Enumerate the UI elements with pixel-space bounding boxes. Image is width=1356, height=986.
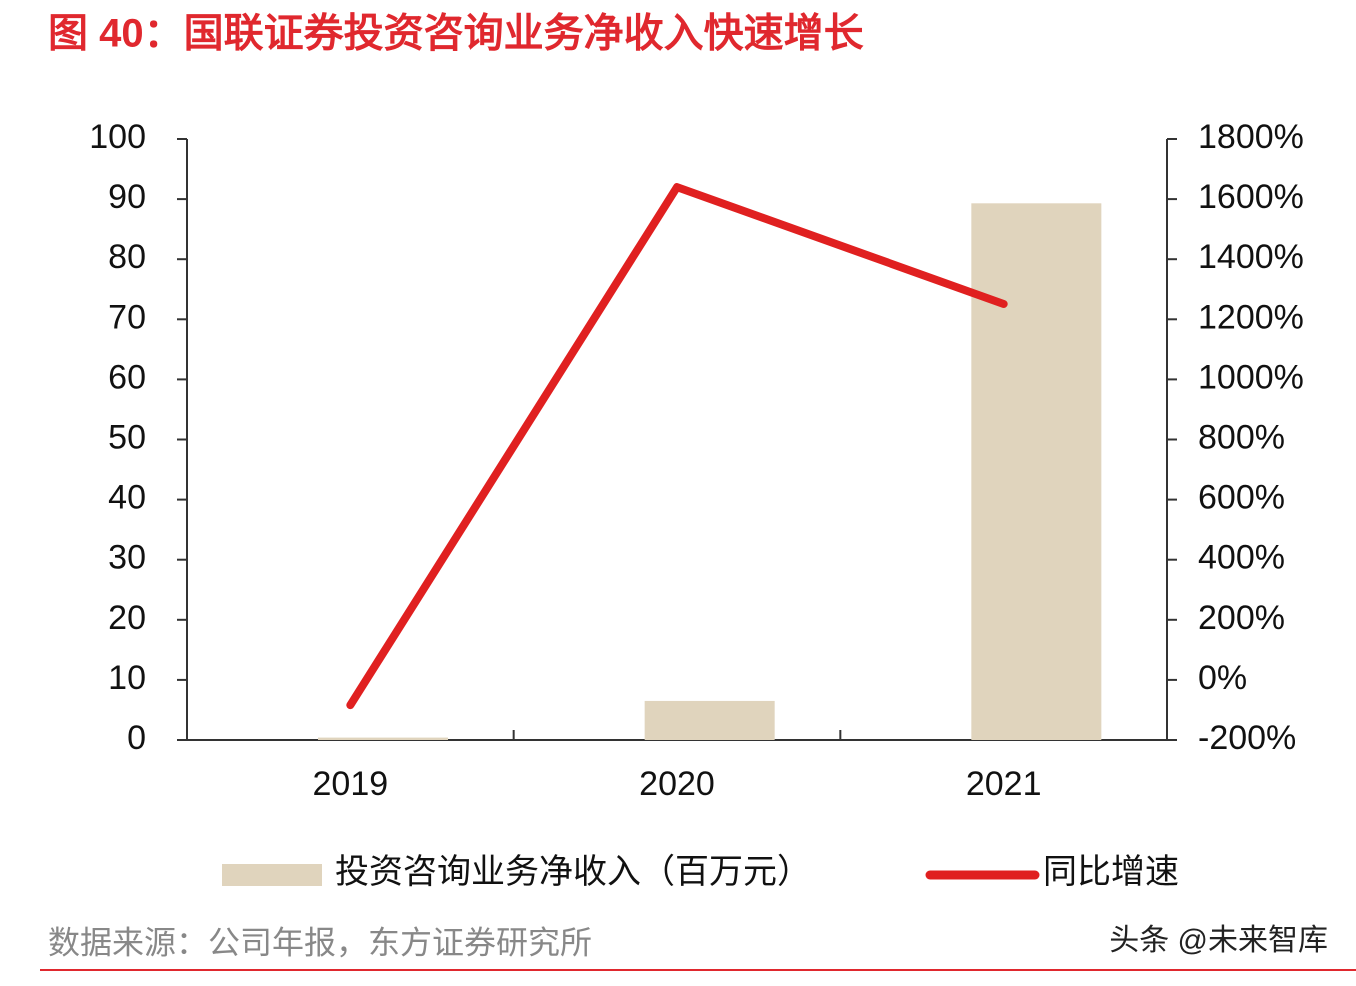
y2-tick-label: 1800% <box>1198 118 1304 156</box>
y2-tick-label: -200% <box>1198 719 1296 757</box>
bar <box>971 203 1102 740</box>
line <box>346 183 1008 710</box>
y-tick-label: 90 <box>108 178 146 216</box>
y-tick-label: 30 <box>108 539 146 577</box>
y-tick-label: 70 <box>108 298 146 336</box>
x-tick-label: 2020 <box>639 765 715 803</box>
y-tick-label: 100 <box>89 118 146 156</box>
source: 数据来源：公司年报，东方证券研究所 <box>48 924 592 960</box>
y2-tick-label: 0% <box>1198 659 1247 697</box>
y-tick-label: 40 <box>108 479 146 517</box>
watermark: 头条 @未来智库 <box>1109 924 1328 957</box>
y2-tick-label: 200% <box>1198 599 1285 637</box>
y-tick-label: 80 <box>108 238 146 276</box>
y2-tick-label: 1400% <box>1198 238 1304 276</box>
y2-tick-label: 1000% <box>1198 358 1304 396</box>
y-tick-label: 10 <box>108 659 146 697</box>
y-tick-label: 0 <box>127 719 146 757</box>
y-tick-label: 20 <box>108 599 146 637</box>
y2-tick-label: 800% <box>1198 418 1285 456</box>
legend-label: 同比增速 <box>1043 853 1179 891</box>
y-tick-label: 50 <box>108 418 146 456</box>
legend-label: 投资咨询业务净收入（百万元） <box>335 853 811 891</box>
x-tick-label: 2019 <box>313 765 389 803</box>
x-tick-label: 2021 <box>966 765 1042 803</box>
legend-swatch <box>222 864 322 886</box>
y2-tick-label: 1600% <box>1198 178 1304 216</box>
chart-title: 图 40：国联证券投资咨询业务净收入快速增长 <box>48 12 864 56</box>
y-tick-label: 60 <box>108 358 146 396</box>
bar <box>318 737 448 740</box>
y2-tick-label: 600% <box>1198 479 1285 517</box>
bar <box>644 700 775 740</box>
y2-tick-label: 1200% <box>1198 298 1304 336</box>
y2-tick-label: 400% <box>1198 539 1285 577</box>
